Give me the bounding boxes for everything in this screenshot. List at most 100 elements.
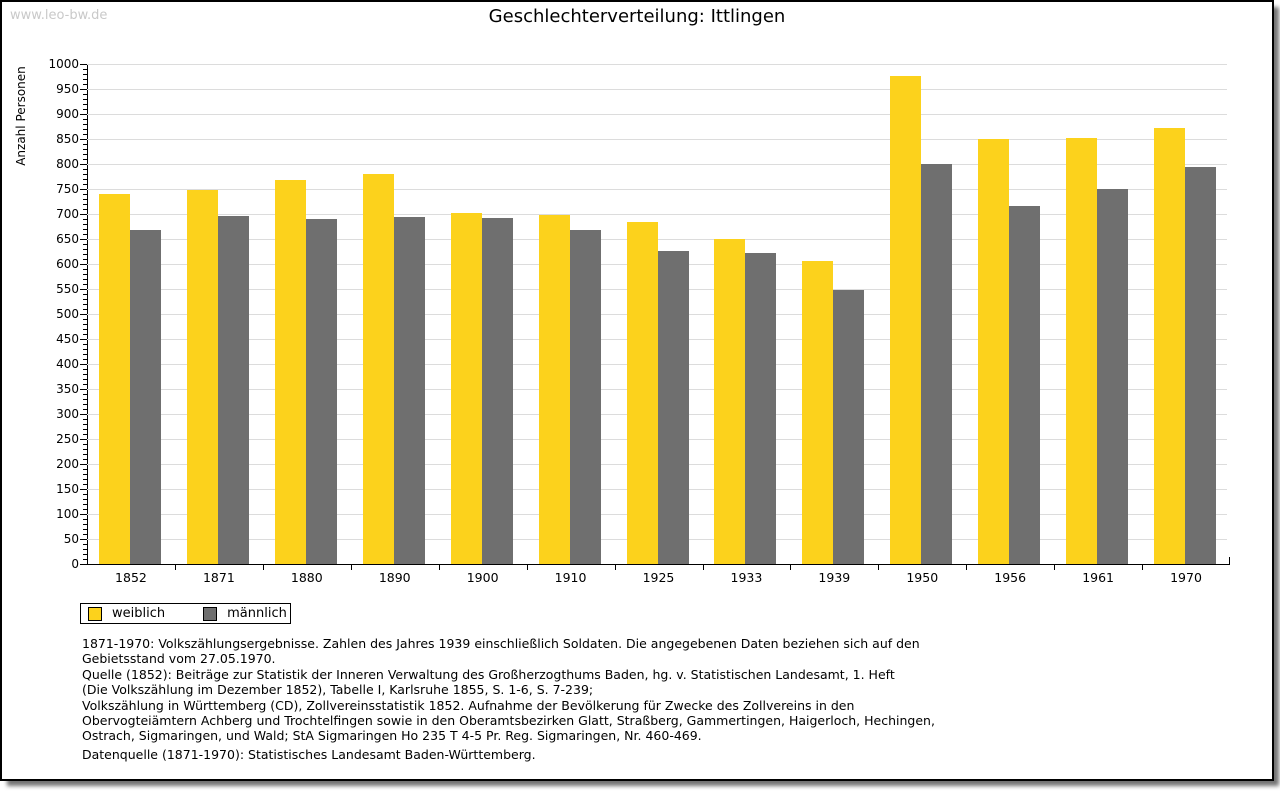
y-tick-minor bbox=[83, 369, 87, 370]
y-axis-title: Anzahl Personen bbox=[14, 66, 28, 166]
bar-weiblich-1950 bbox=[890, 76, 922, 564]
y-tick-label: 950 bbox=[56, 82, 79, 96]
y-tick-minor bbox=[83, 194, 87, 195]
y-tick-label: 450 bbox=[56, 332, 79, 346]
x-tick-label: 1910 bbox=[554, 570, 587, 585]
x-tick bbox=[702, 564, 704, 570]
y-tick-label: 0 bbox=[71, 557, 79, 571]
y-tick-major bbox=[80, 264, 87, 265]
y-tick-major bbox=[80, 239, 87, 240]
y-tick-minor bbox=[83, 224, 87, 225]
y-tick-minor bbox=[83, 129, 87, 130]
y-tick-minor bbox=[83, 549, 87, 550]
bar-weiblich-1939 bbox=[802, 260, 834, 564]
y-tick-major bbox=[80, 539, 87, 540]
y-gridline bbox=[87, 114, 1227, 115]
y-tick-minor bbox=[83, 519, 87, 520]
y-tick-minor bbox=[83, 99, 87, 100]
y-tick-major bbox=[80, 464, 87, 465]
x-tick bbox=[878, 564, 880, 570]
y-tick-minor bbox=[83, 479, 87, 480]
bar-männlich-1852 bbox=[130, 230, 161, 564]
x-tick bbox=[790, 564, 792, 570]
y-tick-minor bbox=[83, 454, 87, 455]
bar-weiblich-1852 bbox=[99, 194, 130, 564]
y-gridline bbox=[87, 64, 1227, 65]
y-tick-minor bbox=[83, 509, 87, 510]
y-tick-label: 50 bbox=[63, 532, 79, 546]
y-tick-minor bbox=[83, 219, 87, 220]
y-tick-minor bbox=[83, 199, 87, 200]
y-tick-minor bbox=[83, 159, 87, 160]
y-tick-minor bbox=[83, 529, 87, 530]
y-tick-minor bbox=[83, 559, 87, 560]
y-tick-minor bbox=[83, 404, 87, 405]
y-tick-major bbox=[80, 89, 87, 90]
data-source-note: Datenquelle (1871-1970): Statistisches L… bbox=[82, 747, 536, 762]
y-tick-minor bbox=[83, 279, 87, 280]
bar-weiblich-1961 bbox=[1066, 138, 1098, 564]
y-tick-minor bbox=[83, 329, 87, 330]
y-gridline bbox=[87, 189, 1227, 190]
y-tick-major bbox=[80, 489, 87, 490]
y-tick-major bbox=[80, 564, 87, 565]
x-tick bbox=[262, 564, 264, 570]
bar-männlich-1890 bbox=[393, 216, 425, 564]
y-tick-label: 850 bbox=[56, 132, 79, 146]
y-tick-major bbox=[80, 64, 87, 65]
bar-männlich-1880 bbox=[305, 218, 337, 564]
y-tick-major bbox=[80, 139, 87, 140]
y-tick-minor bbox=[83, 69, 87, 70]
bar-männlich-1925 bbox=[657, 251, 689, 564]
y-tick-minor bbox=[83, 544, 87, 545]
x-tick-label: 1852 bbox=[115, 570, 147, 585]
y-tick-minor bbox=[83, 344, 87, 345]
y-tick-major bbox=[80, 164, 87, 165]
y-tick-minor bbox=[83, 259, 87, 260]
x-tick bbox=[350, 564, 352, 570]
y-tick-minor bbox=[83, 124, 87, 125]
y-tick-minor bbox=[83, 294, 87, 295]
x-tick bbox=[174, 564, 176, 570]
y-tick-minor bbox=[83, 184, 87, 185]
y-tick-minor bbox=[83, 534, 87, 535]
bar-weiblich-1910 bbox=[538, 215, 570, 564]
bar-männlich-1970 bbox=[1185, 167, 1217, 564]
y-tick-major bbox=[80, 214, 87, 215]
y-tick-label: 100 bbox=[56, 507, 79, 521]
y-tick-label: 550 bbox=[56, 282, 79, 296]
y-tick-minor bbox=[83, 249, 87, 250]
x-tick-label: 1925 bbox=[642, 570, 675, 585]
bar-männlich-1956 bbox=[1009, 205, 1041, 564]
y-tick-major bbox=[80, 289, 87, 290]
x-tick bbox=[1054, 564, 1056, 570]
bar-weiblich-1900 bbox=[450, 213, 482, 564]
x-tick-label: 1880 bbox=[290, 570, 323, 585]
y-tick-minor bbox=[83, 399, 87, 400]
y-tick-label: 200 bbox=[56, 457, 79, 471]
x-axis-end-tick bbox=[1229, 557, 1230, 565]
bar-männlich-1939 bbox=[833, 290, 865, 564]
y-tick-minor bbox=[83, 434, 87, 435]
x-tick-label: 1900 bbox=[466, 570, 499, 585]
source-note-line: (Die Volkszählung im Dezember 1852), Tab… bbox=[82, 682, 594, 698]
y-tick-minor bbox=[83, 229, 87, 230]
y-tick-minor bbox=[83, 284, 87, 285]
bar-männlich-1910 bbox=[569, 229, 601, 564]
x-tick-label: 1939 bbox=[818, 570, 851, 585]
y-tick-minor bbox=[83, 384, 87, 385]
x-tick-label: 1871 bbox=[202, 570, 235, 585]
bar-männlich-1871 bbox=[217, 215, 249, 564]
x-tick bbox=[966, 564, 968, 570]
source-note-line: Gebietsstand vom 27.05.1970. bbox=[82, 651, 276, 667]
y-tick-minor bbox=[83, 94, 87, 95]
bar-weiblich-1871 bbox=[186, 189, 218, 564]
y-tick-minor bbox=[83, 484, 87, 485]
legend: weiblich männlich bbox=[80, 603, 291, 624]
y-tick-label: 350 bbox=[56, 382, 79, 396]
y-tick-minor bbox=[83, 104, 87, 105]
bar-männlich-1950 bbox=[921, 164, 953, 564]
y-tick-minor bbox=[83, 134, 87, 135]
bar-weiblich-1880 bbox=[274, 180, 306, 564]
